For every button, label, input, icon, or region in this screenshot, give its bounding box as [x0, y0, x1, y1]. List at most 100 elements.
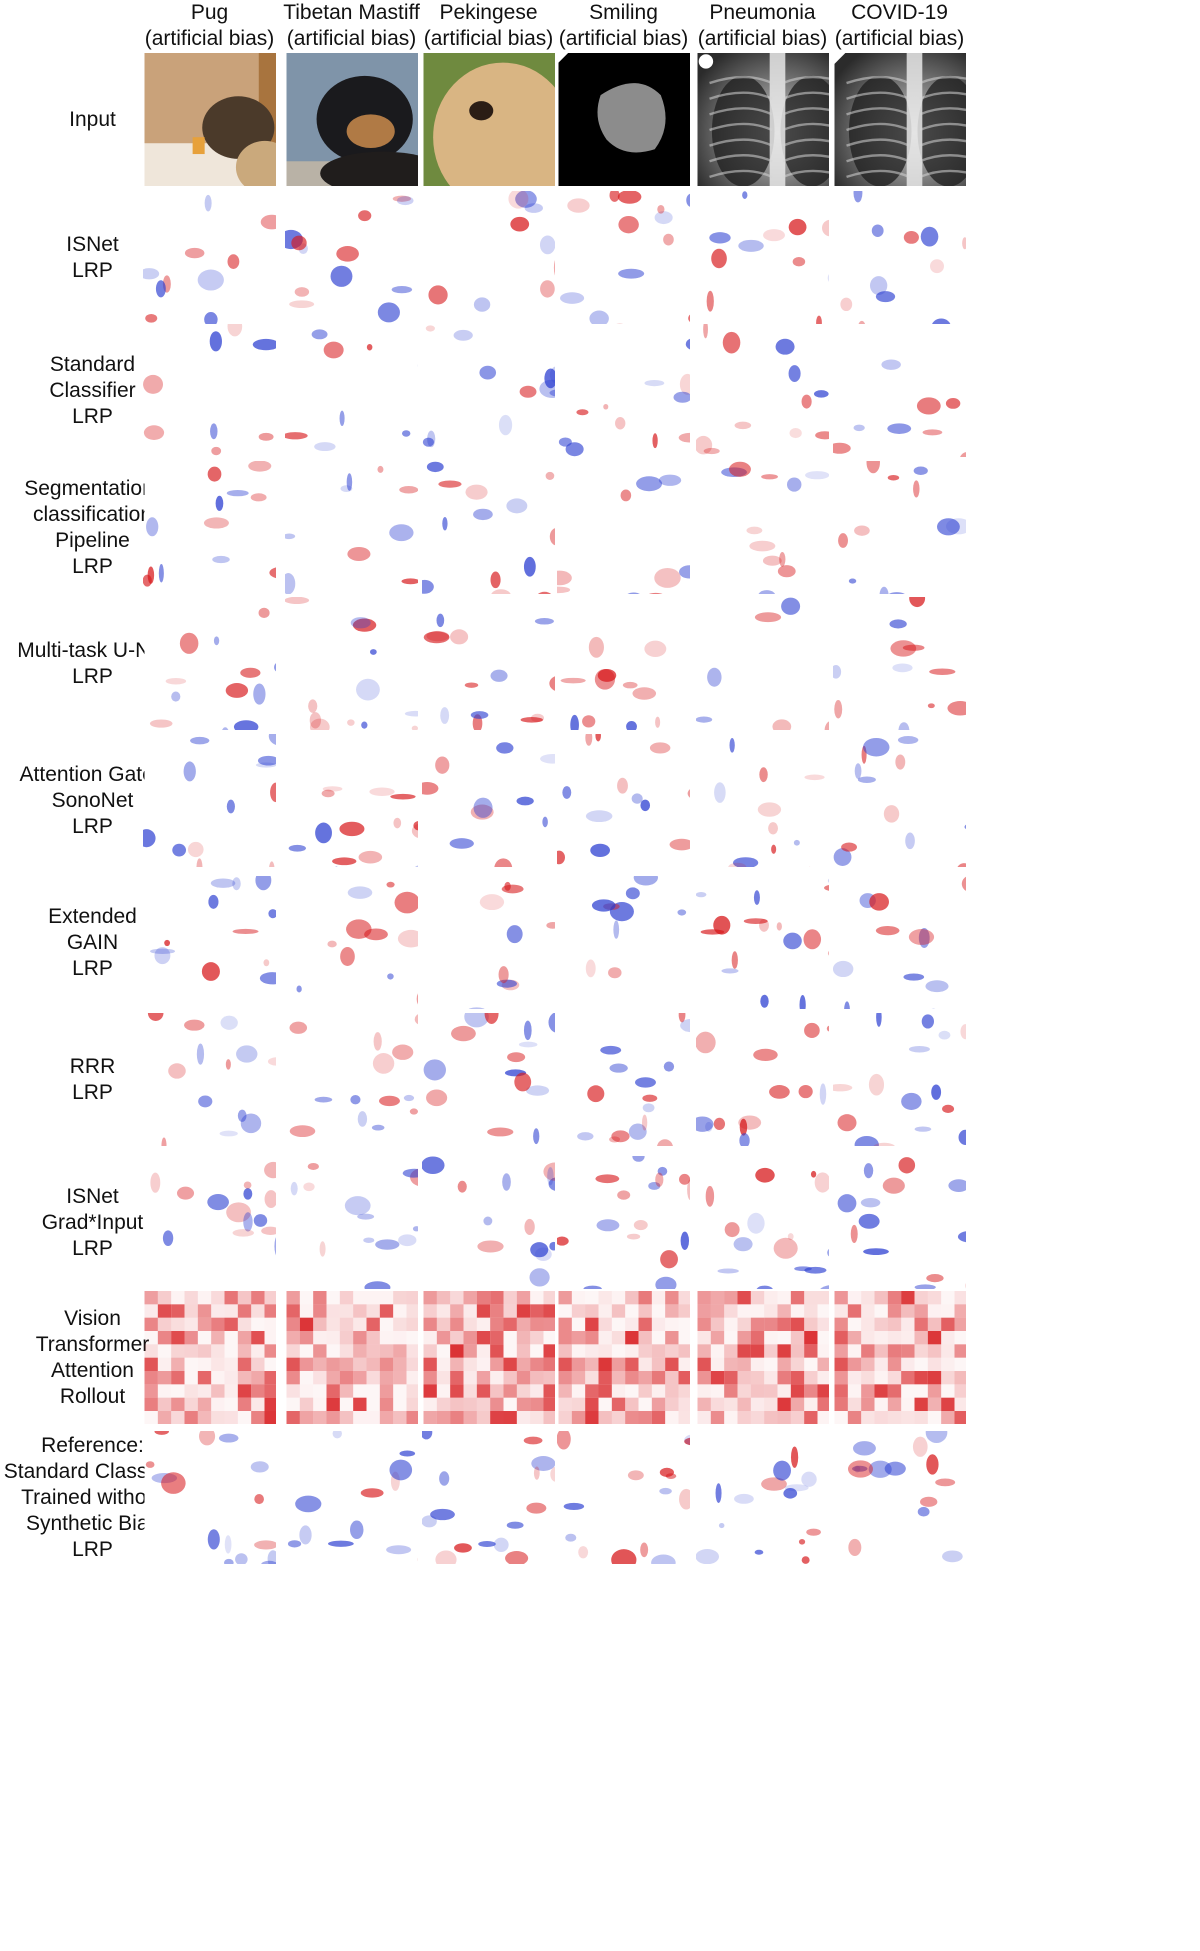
heatmap-graphic	[833, 876, 966, 1009]
row-label: RRR LRP	[0, 1012, 185, 1147]
column-header: Pekingese (artificial bias)	[405, 0, 573, 52]
row-label: Segmentation-classification Pipeline LRP	[0, 460, 185, 595]
row-label-line: Rollout	[59, 1384, 126, 1408]
explanation-heatmap	[285, 1013, 418, 1146]
explanation-heatmap	[696, 1013, 829, 1146]
explanation-heatmap	[143, 1291, 276, 1424]
explanation-heatmap	[833, 876, 966, 1009]
explanation-heatmap	[557, 191, 690, 324]
explanation-heatmap	[285, 734, 418, 867]
row-label-line: Transformer	[35, 1332, 150, 1356]
explanation-heatmap	[143, 876, 276, 1009]
column-title: COVID-19	[851, 1, 948, 24]
explanation-heatmap	[696, 1156, 829, 1289]
row-label-line: Standard	[49, 352, 136, 376]
explanation-heatmap	[557, 734, 690, 867]
explanation-heatmap	[143, 324, 276, 457]
explanation-heatmap	[833, 1013, 966, 1146]
explanation-heatmap	[833, 597, 966, 730]
row-label-line: LRP	[72, 1537, 113, 1561]
row-label-line: Trained without	[21, 1485, 164, 1509]
row-label-line: LRP	[72, 1080, 113, 1104]
explanation-heatmap	[557, 1291, 690, 1424]
column-note: (artificial bias)	[286, 27, 417, 50]
explanation-heatmap	[833, 191, 966, 324]
explanation-heatmap	[833, 1156, 966, 1289]
row-label: Multi-task U-Net LRP	[0, 596, 185, 731]
explanation-heatmap	[696, 461, 829, 594]
heatmap-graphic	[696, 324, 829, 457]
explanation-heatmap	[557, 597, 690, 730]
row-label-line: Attention	[51, 1358, 134, 1382]
heatmap-graphic	[833, 1013, 966, 1146]
row-label: Vision Transformer Attention Rollout	[0, 1290, 185, 1425]
heatmap-graphic	[696, 1431, 829, 1564]
heatmap-graphic	[144, 1013, 276, 1146]
row-label-line: LRP	[72, 258, 113, 282]
explanation-heatmap	[285, 1291, 418, 1424]
row-label-line: RRR	[69, 1054, 116, 1078]
row-label-line: GAIN	[66, 930, 119, 954]
column-header: COVID-19 (artificial bias)	[816, 0, 984, 52]
explanation-heatmap	[557, 1013, 690, 1146]
column-note: (artificial bias)	[834, 27, 965, 50]
row-label-line: Synthetic Bias	[25, 1511, 160, 1535]
column-header: Pneumonia (artificial bias)	[679, 0, 847, 52]
row-label-line: Grad*Input	[41, 1210, 144, 1234]
row-label-line: Classifier	[49, 378, 136, 402]
explanation-heatmap	[143, 597, 276, 730]
heatmap-graphic	[558, 876, 690, 1009]
row-label: Standard Classifier LRP	[0, 323, 185, 458]
explanation-heatmap	[696, 191, 829, 324]
column-header: Pug (artificial bias)	[126, 0, 294, 52]
heatmap-graphic	[423, 1013, 555, 1146]
heatmap-graphic	[834, 461, 966, 594]
row-label-line: Vision	[64, 1306, 121, 1330]
explanation-heatmap	[143, 461, 276, 594]
column-title: Tibetan Mastiff	[283, 1, 420, 24]
explanation-heatmap	[833, 1431, 966, 1564]
heatmap-graphic	[558, 191, 690, 324]
heatmap-graphic	[143, 191, 276, 324]
heatmap-graphic	[696, 597, 829, 730]
heatmap-graphic	[558, 1013, 690, 1146]
heatmap-graphic	[558, 1291, 690, 1424]
explanation-heatmap	[422, 734, 555, 867]
heatmap-graphic	[558, 597, 690, 730]
explanation-heatmap	[696, 876, 829, 1009]
input-image-graphic	[834, 53, 966, 186]
heatmap-graphic	[422, 1156, 555, 1289]
row-label: Attention Gated SonoNet LRP	[0, 733, 185, 868]
column-note: (artificial bias)	[423, 27, 554, 50]
row-label-line: Multi-task U-Net	[17, 638, 168, 662]
row-label-line: LRP	[72, 814, 113, 838]
heatmap-graphic	[144, 1291, 276, 1424]
explanation-heatmap	[285, 191, 418, 324]
heatmap-graphic	[697, 734, 829, 867]
column-note: (artificial bias)	[558, 27, 689, 50]
explanation-heatmap	[833, 1291, 966, 1424]
heatmap-graphic	[423, 597, 555, 730]
input-image-graphic	[558, 53, 690, 186]
heatmap-graphic	[834, 191, 966, 324]
column-header: Smiling (artificial bias)	[540, 0, 708, 52]
explanation-heatmap	[422, 1291, 555, 1424]
explanation-heatmap	[422, 1013, 555, 1146]
heatmap-graphic	[423, 1291, 555, 1424]
heatmap-graphic	[285, 324, 418, 457]
heatmap-graphic	[144, 1156, 276, 1289]
input-image	[143, 53, 276, 186]
heatmap-graphic	[557, 734, 690, 867]
column-title: Pekingese	[439, 1, 538, 24]
explanation-heatmap	[833, 461, 966, 594]
heatmap-graphic	[143, 461, 276, 594]
explanation-heatmap	[696, 324, 829, 457]
input-image	[285, 53, 418, 186]
column-title: Smiling	[589, 1, 658, 24]
input-image	[833, 53, 966, 186]
explanation-heatmap	[422, 461, 555, 594]
explanation-heatmap	[696, 597, 829, 730]
heatmap-graphic	[286, 1431, 418, 1564]
heatmap-graphic	[286, 1156, 418, 1289]
explanation-heatmap	[696, 1291, 829, 1424]
